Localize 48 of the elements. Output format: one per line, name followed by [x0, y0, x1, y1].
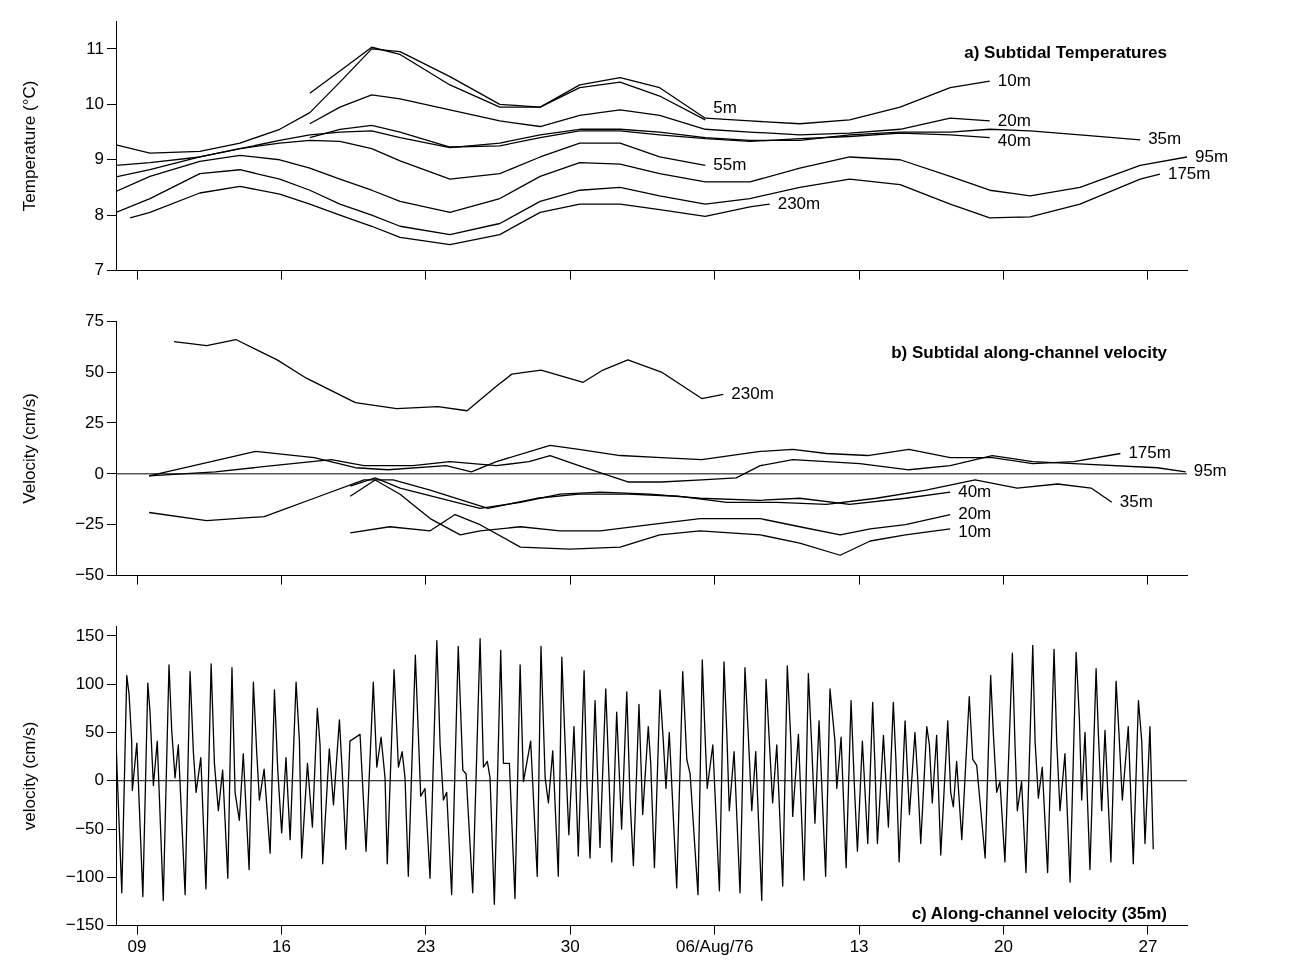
y-tick-label: 8	[94, 204, 104, 224]
series-label: 20m	[997, 110, 1031, 130]
y-tick-label: −25	[75, 514, 104, 534]
y-axis-title: velocity (cm/s)	[19, 721, 39, 831]
x-tick-label: 23	[416, 937, 436, 957]
series-label: 40m	[958, 481, 992, 501]
y-tick-label: 50	[85, 722, 104, 742]
text: b) Subtidal along-channel velocity	[891, 343, 1168, 363]
series-label: 175m	[1167, 163, 1211, 183]
text: a) Subtidal Temperatures	[964, 43, 1167, 63]
text: c) Along-channel velocity (35m)	[911, 903, 1167, 923]
y-tick-label: 10	[85, 94, 104, 114]
series-label: 10m	[997, 70, 1031, 90]
x-tick-label: 20	[994, 937, 1013, 957]
series-label: 10m	[958, 522, 992, 542]
series-label: 35m	[1148, 129, 1182, 149]
y-tick-label: 7	[94, 260, 104, 280]
y-axis-title: Velocity (cm/s)	[19, 393, 39, 504]
y-tick-label: −100	[65, 867, 104, 886]
y-tick-label: 0	[94, 463, 104, 483]
y-tick-label: −50	[75, 818, 104, 838]
series-label: 95m	[1193, 461, 1227, 481]
series-label: 95m	[1195, 146, 1229, 166]
x-tick-label: 06/Aug/76	[675, 937, 754, 957]
series-label: 20m	[958, 504, 992, 524]
y-tick-label: 150	[75, 625, 104, 645]
y-tick-label: 9	[94, 149, 104, 169]
y-tick-label: 50	[85, 361, 104, 381]
series-label: 230m	[731, 384, 774, 404]
y-tick-label: 100	[75, 673, 104, 693]
series-label: 35m	[1119, 492, 1153, 512]
series-label: 175m	[1128, 443, 1171, 463]
x-tick-label: 09	[127, 937, 147, 957]
series-label: 230m	[777, 193, 821, 213]
series-label: 55m	[713, 154, 747, 174]
y-tick-label: 11	[86, 38, 104, 58]
x-tick-label: 30	[560, 937, 580, 957]
y-tick-label: 75	[85, 310, 104, 330]
y-tick-label: 0	[94, 770, 104, 790]
x-tick-label: 13	[849, 937, 869, 957]
series-label: 40m	[997, 131, 1031, 151]
x-tick-label: 27	[1138, 937, 1158, 957]
y-axis-title: Temperature (°C)	[19, 80, 39, 212]
x-tick-label: 16	[272, 937, 291, 957]
y-tick-label: −50	[75, 565, 104, 585]
y-tick-label: −150	[65, 915, 104, 935]
y-tick-label: 25	[85, 412, 104, 432]
series-label: 5m	[713, 97, 737, 117]
